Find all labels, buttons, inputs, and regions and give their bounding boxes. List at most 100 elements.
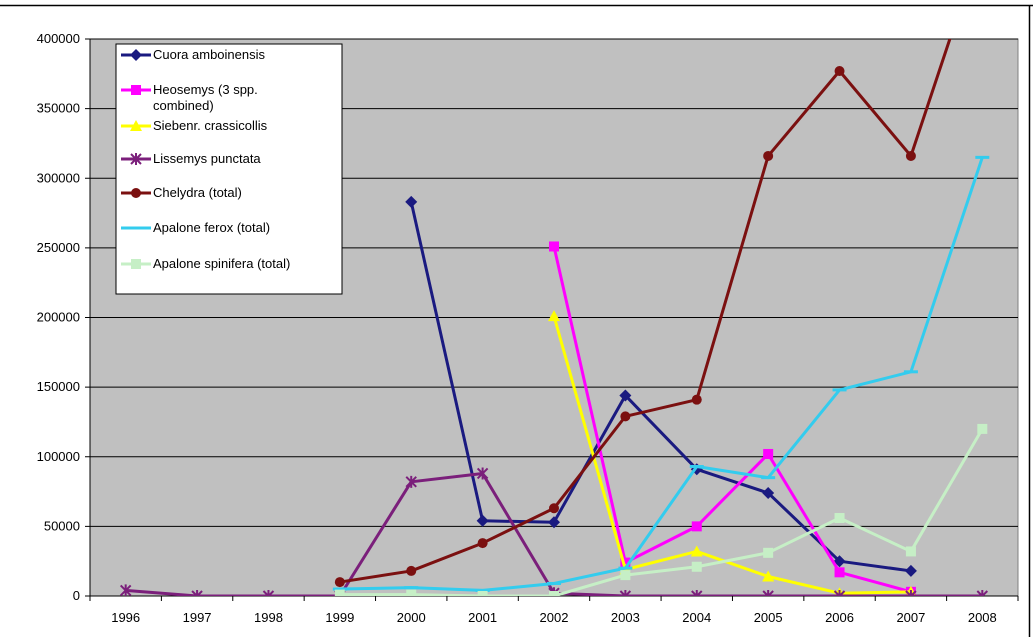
- data-point: [620, 411, 631, 422]
- data-point: [477, 538, 488, 549]
- data-point: [476, 467, 489, 480]
- legend-label: Lissemys punctata: [153, 151, 261, 166]
- data-point: [763, 448, 774, 459]
- series-apalone-spinifera-total: [334, 423, 988, 596]
- data-point: [904, 564, 917, 577]
- x-tick-label: 2007: [896, 610, 925, 625]
- data-point: [690, 545, 703, 557]
- data-point: [691, 561, 702, 572]
- y-tick-label: 150000: [37, 379, 80, 394]
- data-point: [334, 577, 345, 588]
- data-point: [691, 590, 703, 596]
- data-point: [762, 570, 775, 582]
- data-point: [762, 590, 774, 596]
- data-point: [620, 570, 631, 581]
- data-point: [406, 565, 417, 576]
- data-point: [620, 557, 631, 568]
- y-tick-label: 350000: [37, 101, 80, 116]
- data-point: [405, 475, 417, 488]
- x-tick-label: 2003: [611, 610, 640, 625]
- series-line: [552, 315, 911, 595]
- y-tick-label: 300000: [37, 170, 80, 185]
- data-point: [191, 590, 203, 596]
- data-point: [976, 590, 989, 596]
- data-point: [905, 590, 917, 596]
- data-point: [477, 591, 488, 596]
- series-line: [339, 39, 952, 584]
- data-point: [130, 153, 142, 165]
- data-point: [130, 49, 142, 61]
- data-point: [405, 195, 418, 208]
- series-line: [339, 428, 984, 596]
- data-point: [131, 188, 141, 198]
- legend: Cuora amboinensis Heosemys (3 spp.combine…: [115, 43, 343, 295]
- data-point: [834, 513, 845, 524]
- data-point: [548, 310, 560, 322]
- data-point: [130, 120, 142, 131]
- data-point: [131, 85, 141, 95]
- data-point: [549, 503, 559, 514]
- y-tick-label: 200000: [37, 310, 80, 325]
- data-point: [619, 590, 632, 596]
- series-apalone-ferox-total: [332, 155, 990, 592]
- series-line: [552, 246, 912, 594]
- data-point: [549, 591, 559, 596]
- x-tick-label: 2000: [397, 610, 426, 625]
- legend-item: Cuora amboinensis: [121, 47, 266, 62]
- data-point: [905, 546, 916, 557]
- data-point: [476, 514, 489, 527]
- data-point: [833, 590, 846, 596]
- y-tick-label: 400000: [37, 31, 80, 46]
- legend-box: [115, 43, 343, 295]
- legend-item: Heosemys (3 spp.combined): [121, 82, 258, 113]
- y-tick-label: 100000: [37, 449, 80, 464]
- x-tick-label: 2002: [540, 610, 569, 625]
- data-point: [262, 590, 275, 596]
- legend-item: Lissemys punctata: [121, 151, 261, 166]
- legend-item: Chelydra (total): [121, 185, 242, 200]
- data-point: [549, 241, 559, 252]
- x-tick-label: 2006: [825, 610, 854, 625]
- legend-label: Apalone ferox (total): [153, 220, 270, 235]
- x-tick-label: 1996: [111, 610, 140, 625]
- legend-label: Siebenr. crassicollis: [153, 118, 268, 133]
- y-tick-label: 0: [73, 588, 80, 603]
- x-tick-label: 2001: [468, 610, 497, 625]
- data-point: [833, 555, 846, 568]
- data-point: [119, 584, 132, 596]
- data-point: [619, 389, 632, 402]
- data-point: [691, 394, 702, 405]
- data-point: [977, 423, 988, 434]
- x-tick-label: 1999: [325, 610, 354, 625]
- legend-label: Cuora amboinensis: [153, 47, 266, 62]
- legend-label: Apalone spinifera (total): [153, 256, 290, 271]
- x-tick-label: 1997: [183, 610, 212, 625]
- y-tick-label: 250000: [37, 240, 80, 255]
- y-tick-label: 50000: [44, 518, 80, 533]
- data-point: [762, 486, 775, 499]
- data-point: [834, 66, 845, 77]
- data-point: [763, 150, 774, 161]
- data-point: [763, 547, 774, 558]
- data-point: [334, 589, 345, 596]
- x-tick-label: 1998: [254, 610, 283, 625]
- series-chelydra-total: [334, 39, 952, 588]
- x-tick-label: 2008: [968, 610, 997, 625]
- data-point: [834, 567, 845, 578]
- legend-label: Heosemys (3 spp.: [153, 82, 258, 97]
- legend-item: Apalone ferox (total): [121, 220, 270, 235]
- data-point: [131, 259, 141, 269]
- series-line: [339, 156, 984, 592]
- data-point: [691, 521, 702, 532]
- x-tick-label: 2005: [754, 610, 783, 625]
- legend-item: Apalone spinifera (total): [121, 256, 290, 271]
- legend-label: combined): [153, 98, 214, 113]
- x-tick-label: 2004: [682, 610, 711, 625]
- legend-item: Siebenr. crassicollis: [121, 118, 268, 133]
- series-layer: [119, 39, 990, 596]
- data-point: [905, 150, 916, 161]
- data-point: [548, 516, 560, 529]
- data-point: [406, 589, 417, 596]
